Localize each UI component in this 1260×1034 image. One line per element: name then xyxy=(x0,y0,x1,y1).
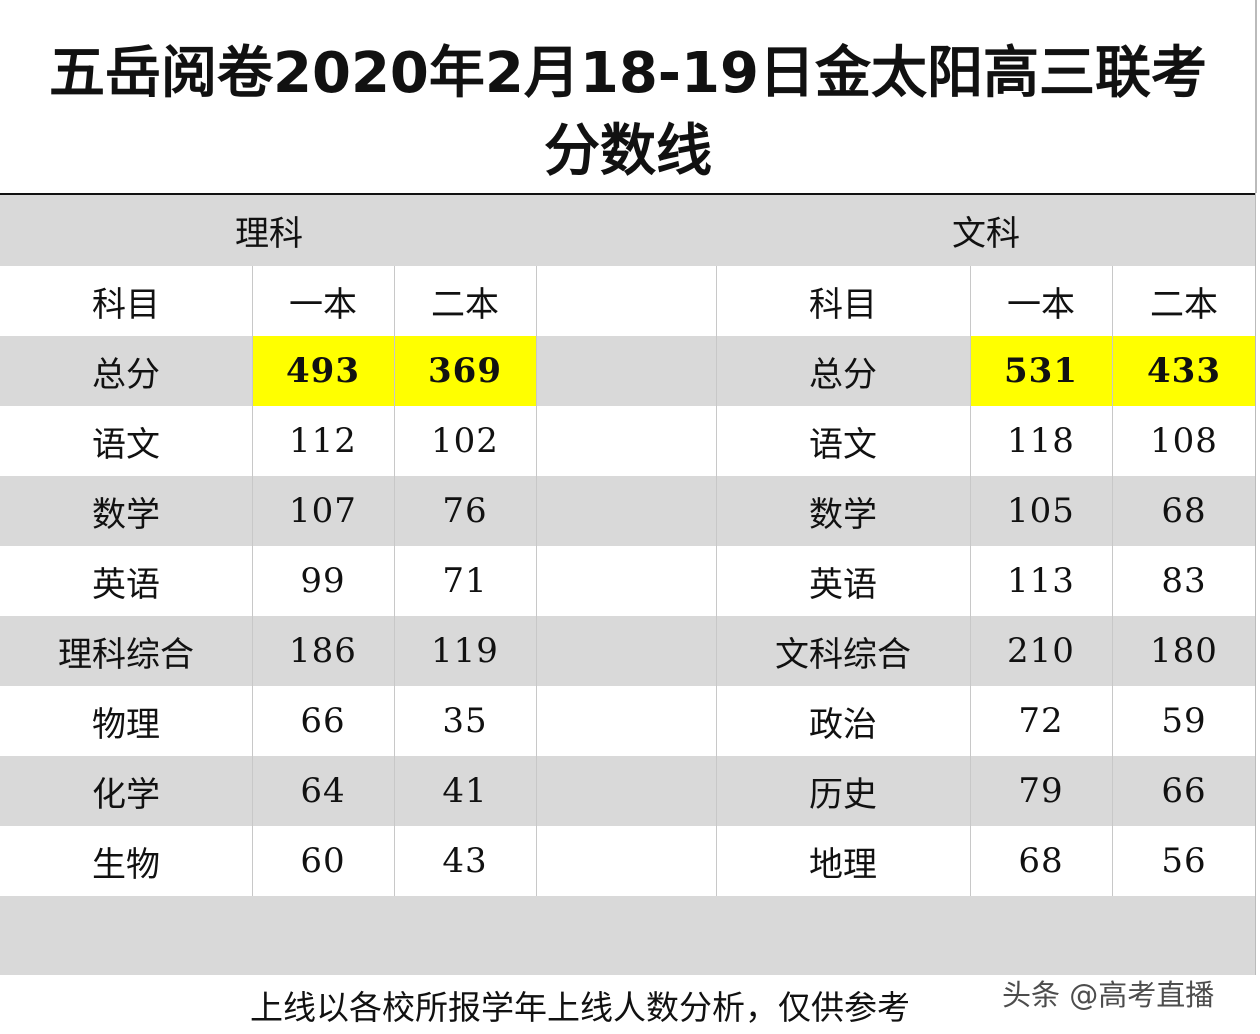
table-row-band xyxy=(0,406,1256,476)
subject-cell: 英语 xyxy=(809,564,877,605)
score-tier1: 112 xyxy=(289,421,357,461)
arts-header-tier1: 一本 xyxy=(1007,284,1075,325)
grid-line xyxy=(970,266,971,896)
score-tier2: 59 xyxy=(1161,701,1207,741)
grid-line xyxy=(394,266,395,896)
watermark: 头条 @高考直播 xyxy=(1002,978,1215,1012)
grid-line xyxy=(1112,266,1113,896)
score-tier2: 102 xyxy=(431,421,499,461)
subject-cell: 理科综合 xyxy=(58,634,194,675)
table-right-border xyxy=(1255,0,1256,975)
subject-cell: 物理 xyxy=(92,704,160,745)
subject-cell: 总分 xyxy=(92,354,160,395)
subject-cell: 化学 xyxy=(92,774,160,815)
score-tier1: 60 xyxy=(300,841,346,881)
grid-line xyxy=(716,266,717,896)
score-tier2: 35 xyxy=(442,701,488,741)
page-title: 五岳阅卷2020年2月18-19日金太阳高三联考 xyxy=(49,41,1207,106)
score-tier2: 66 xyxy=(1161,771,1207,811)
subject-cell: 政治 xyxy=(809,704,877,745)
title-divider xyxy=(0,193,1256,195)
section-label-science: 理科 xyxy=(235,214,303,254)
score-tier1: 118 xyxy=(1007,421,1075,461)
table-row-band xyxy=(0,476,1256,546)
score-tier1: 68 xyxy=(1018,841,1064,881)
table-row-band xyxy=(0,546,1256,616)
subject-cell: 数学 xyxy=(809,494,877,535)
subject-cell: 文科综合 xyxy=(775,634,911,675)
arts-header-tier2: 二本 xyxy=(1150,284,1218,325)
score-tier1: 79 xyxy=(1018,771,1064,811)
grid-line xyxy=(536,266,537,896)
arts-header-subject: 科目 xyxy=(809,284,877,325)
score-tier1: 107 xyxy=(289,491,357,531)
score-tier1: 113 xyxy=(1007,561,1075,601)
table-row-band xyxy=(0,756,1256,826)
score-tier2: 108 xyxy=(1150,421,1218,461)
subject-cell: 历史 xyxy=(809,774,877,815)
subject-cell: 英语 xyxy=(92,564,160,605)
subject-cell: 数学 xyxy=(92,494,160,535)
score-tier2: 68 xyxy=(1161,491,1207,531)
score-tier2: 43 xyxy=(442,841,488,881)
table-row-band xyxy=(0,826,1256,896)
table-row-band xyxy=(0,616,1256,686)
score-tier1: 64 xyxy=(300,771,346,811)
science-header-subject: 科目 xyxy=(92,284,160,325)
footer-note: 上线以各校所报学年上线人数分析，仅供参考 xyxy=(250,988,910,1027)
score-tier2: 180 xyxy=(1150,631,1218,671)
score-tier1: 99 xyxy=(300,561,346,601)
title-block: 五岳阅卷2020年2月18-19日金太阳高三联考 分数线 xyxy=(0,0,1257,193)
score-tier2: 119 xyxy=(431,631,499,671)
science-header-tier1: 一本 xyxy=(289,284,357,325)
score-tier2: 71 xyxy=(442,561,488,601)
total-score-tier1: 531 xyxy=(970,336,1112,406)
table-row-band xyxy=(0,266,1256,336)
score-tier2: 41 xyxy=(442,771,488,811)
subject-cell: 语文 xyxy=(92,424,160,465)
subject-cell: 语文 xyxy=(809,424,877,465)
footer: 上线以各校所报学年上线人数分析，仅供参考 xyxy=(0,975,1260,1034)
section-label-arts: 文科 xyxy=(952,214,1020,254)
score-tier1: 186 xyxy=(289,631,357,671)
subject-cell: 生物 xyxy=(92,844,160,885)
score-tier1: 72 xyxy=(1018,701,1064,741)
subject-cell: 总分 xyxy=(809,354,877,395)
score-tier1: 210 xyxy=(1007,631,1075,671)
score-tier1: 105 xyxy=(1007,491,1075,531)
science-header-tier2: 二本 xyxy=(431,284,499,325)
total-score-tier1: 493 xyxy=(252,336,394,406)
subject-cell: 地理 xyxy=(809,844,877,885)
page-subtitle: 分数线 xyxy=(544,119,712,184)
section-header-band xyxy=(0,195,1256,266)
score-tier2: 76 xyxy=(442,491,488,531)
score-tier2: 83 xyxy=(1161,561,1207,601)
table-bottom-band xyxy=(0,896,1256,975)
grid-line xyxy=(252,266,253,896)
table-row-band xyxy=(0,686,1256,756)
total-score-tier2: 433 xyxy=(1112,336,1256,406)
score-tier1: 66 xyxy=(300,701,346,741)
total-score-tier2: 369 xyxy=(394,336,536,406)
score-tier2: 56 xyxy=(1161,841,1207,881)
